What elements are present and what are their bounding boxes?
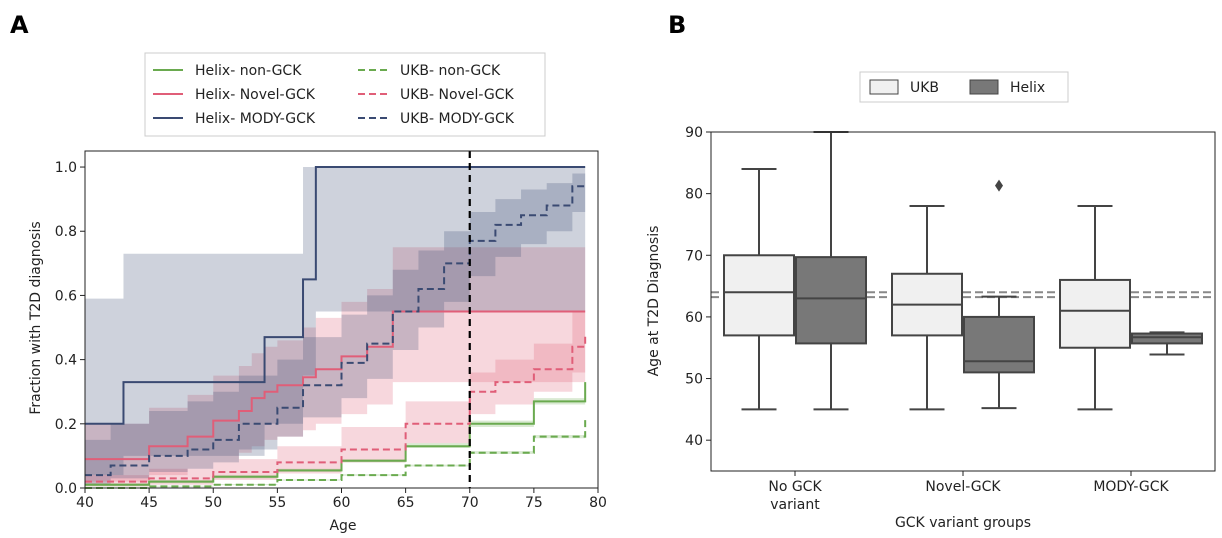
- legend-label-ukb: UKB: [910, 80, 939, 96]
- confidence-bands: [85, 167, 586, 488]
- y-tick-label: 80: [685, 187, 703, 203]
- y-tick-label: 0.0: [55, 481, 77, 497]
- legend-label-helix-novel-gck: Helix- Novel-GCK: [195, 87, 316, 103]
- x-tick-label: 50: [204, 495, 222, 511]
- y-tick-label: 1.0: [55, 160, 77, 176]
- x-tick-label: MODY-GCK: [1093, 479, 1169, 495]
- y-tick-label: 70: [685, 248, 703, 264]
- line-ukb-mody-gck: [85, 185, 586, 477]
- x-tick-label: Novel-GCK: [925, 479, 1001, 495]
- legend-label-ukb-non-gck: UKB- non-GCK: [400, 63, 501, 79]
- x-tick-label: 60: [333, 495, 351, 511]
- x-tick-label: 70: [461, 495, 479, 511]
- x-tick-label: 40: [76, 495, 94, 511]
- y-tick-label: 0.2: [55, 417, 77, 433]
- x-tick-label: 75: [525, 495, 543, 511]
- panel-b-legend: UKB Helix: [859, 71, 1069, 103]
- series-lines: [85, 166, 587, 489]
- x-axis-ticks: 40 45 50 55 60 65 70 75 80: [76, 488, 607, 511]
- y-tick-label: 90: [685, 125, 703, 141]
- box-ukb: [1059, 278, 1131, 349]
- line-helix-novel-gck: [85, 310, 586, 461]
- y-axis-ticks: 0.0 0.2 0.4 0.6 0.8 1.0: [55, 160, 85, 497]
- y-tick-label: 40: [685, 433, 703, 449]
- band-helix-mody-gck: [85, 167, 586, 476]
- line-ukb-novel-gck: [85, 333, 587, 483]
- panel-b-label: B: [668, 11, 686, 39]
- band-ukb-novel-gck: [85, 289, 586, 487]
- x-axis-title: Age: [329, 518, 356, 534]
- legend-label-ukb-mody-gck: UKB- MODY-GCK: [400, 111, 515, 127]
- band-ukb-mody-gck: [85, 173, 586, 485]
- y-axis-ticks: 40 50 60 70 80 90: [685, 125, 711, 449]
- legend-label-ukb-novel-gck: UKB- Novel-GCK: [400, 87, 515, 103]
- legend-box: [144, 52, 546, 137]
- panel-a-legend: Helix- non-GCK Helix- Novel-GCK Helix- MOD…: [144, 52, 546, 137]
- y-tick-label: 50: [685, 372, 703, 388]
- panel-a-label: A: [10, 11, 29, 39]
- box-ukb: [723, 254, 795, 337]
- box-helix: [1131, 332, 1203, 345]
- line-ukb-non-gck: [85, 417, 587, 489]
- y-tick-label: 60: [685, 310, 703, 326]
- boxes: [723, 131, 1203, 411]
- legend-label-helix-non-gck: Helix- non-GCK: [195, 63, 302, 79]
- y-tick-label: 0.4: [55, 353, 77, 369]
- legend-label-helix-mody-gck: Helix- MODY-GCK: [195, 111, 316, 127]
- x-tick-label: 55: [268, 495, 286, 511]
- km-curve-panel: Helix- non-GCK Helix- Novel-GCK Helix- MOD…: [28, 52, 607, 534]
- y-tick-label: 0.8: [55, 224, 77, 240]
- x-tick-label: 80: [589, 495, 607, 511]
- box-helix: [963, 315, 1035, 374]
- x-tick-label: variant: [770, 497, 820, 513]
- x-axis-title: GCK variant groups: [895, 515, 1031, 531]
- legend-swatch-helix: [969, 79, 999, 95]
- y-tick-label: 0.6: [55, 288, 77, 304]
- band-helix-novel-gck: [85, 247, 586, 482]
- x-axis-ticks: No GCK variant Novel-GCK MODY-GCK: [768, 471, 1170, 513]
- legend-label-helix: Helix: [1010, 80, 1045, 96]
- x-tick-label: 65: [397, 495, 415, 511]
- outlier-marker: [995, 179, 1003, 192]
- legend-swatch-ukb: [869, 79, 899, 95]
- x-tick-label: 45: [140, 495, 158, 511]
- box-helix: [795, 256, 867, 345]
- y-axis-title: Fraction with T2D diagnosis: [28, 221, 44, 414]
- x-tick-label: No GCK: [768, 479, 822, 495]
- line-helix-mody-gck: [85, 166, 586, 425]
- band-ukb-non-gck: [85, 414, 586, 488]
- y-axis-title: Age at T2D Diagnosis: [646, 226, 662, 377]
